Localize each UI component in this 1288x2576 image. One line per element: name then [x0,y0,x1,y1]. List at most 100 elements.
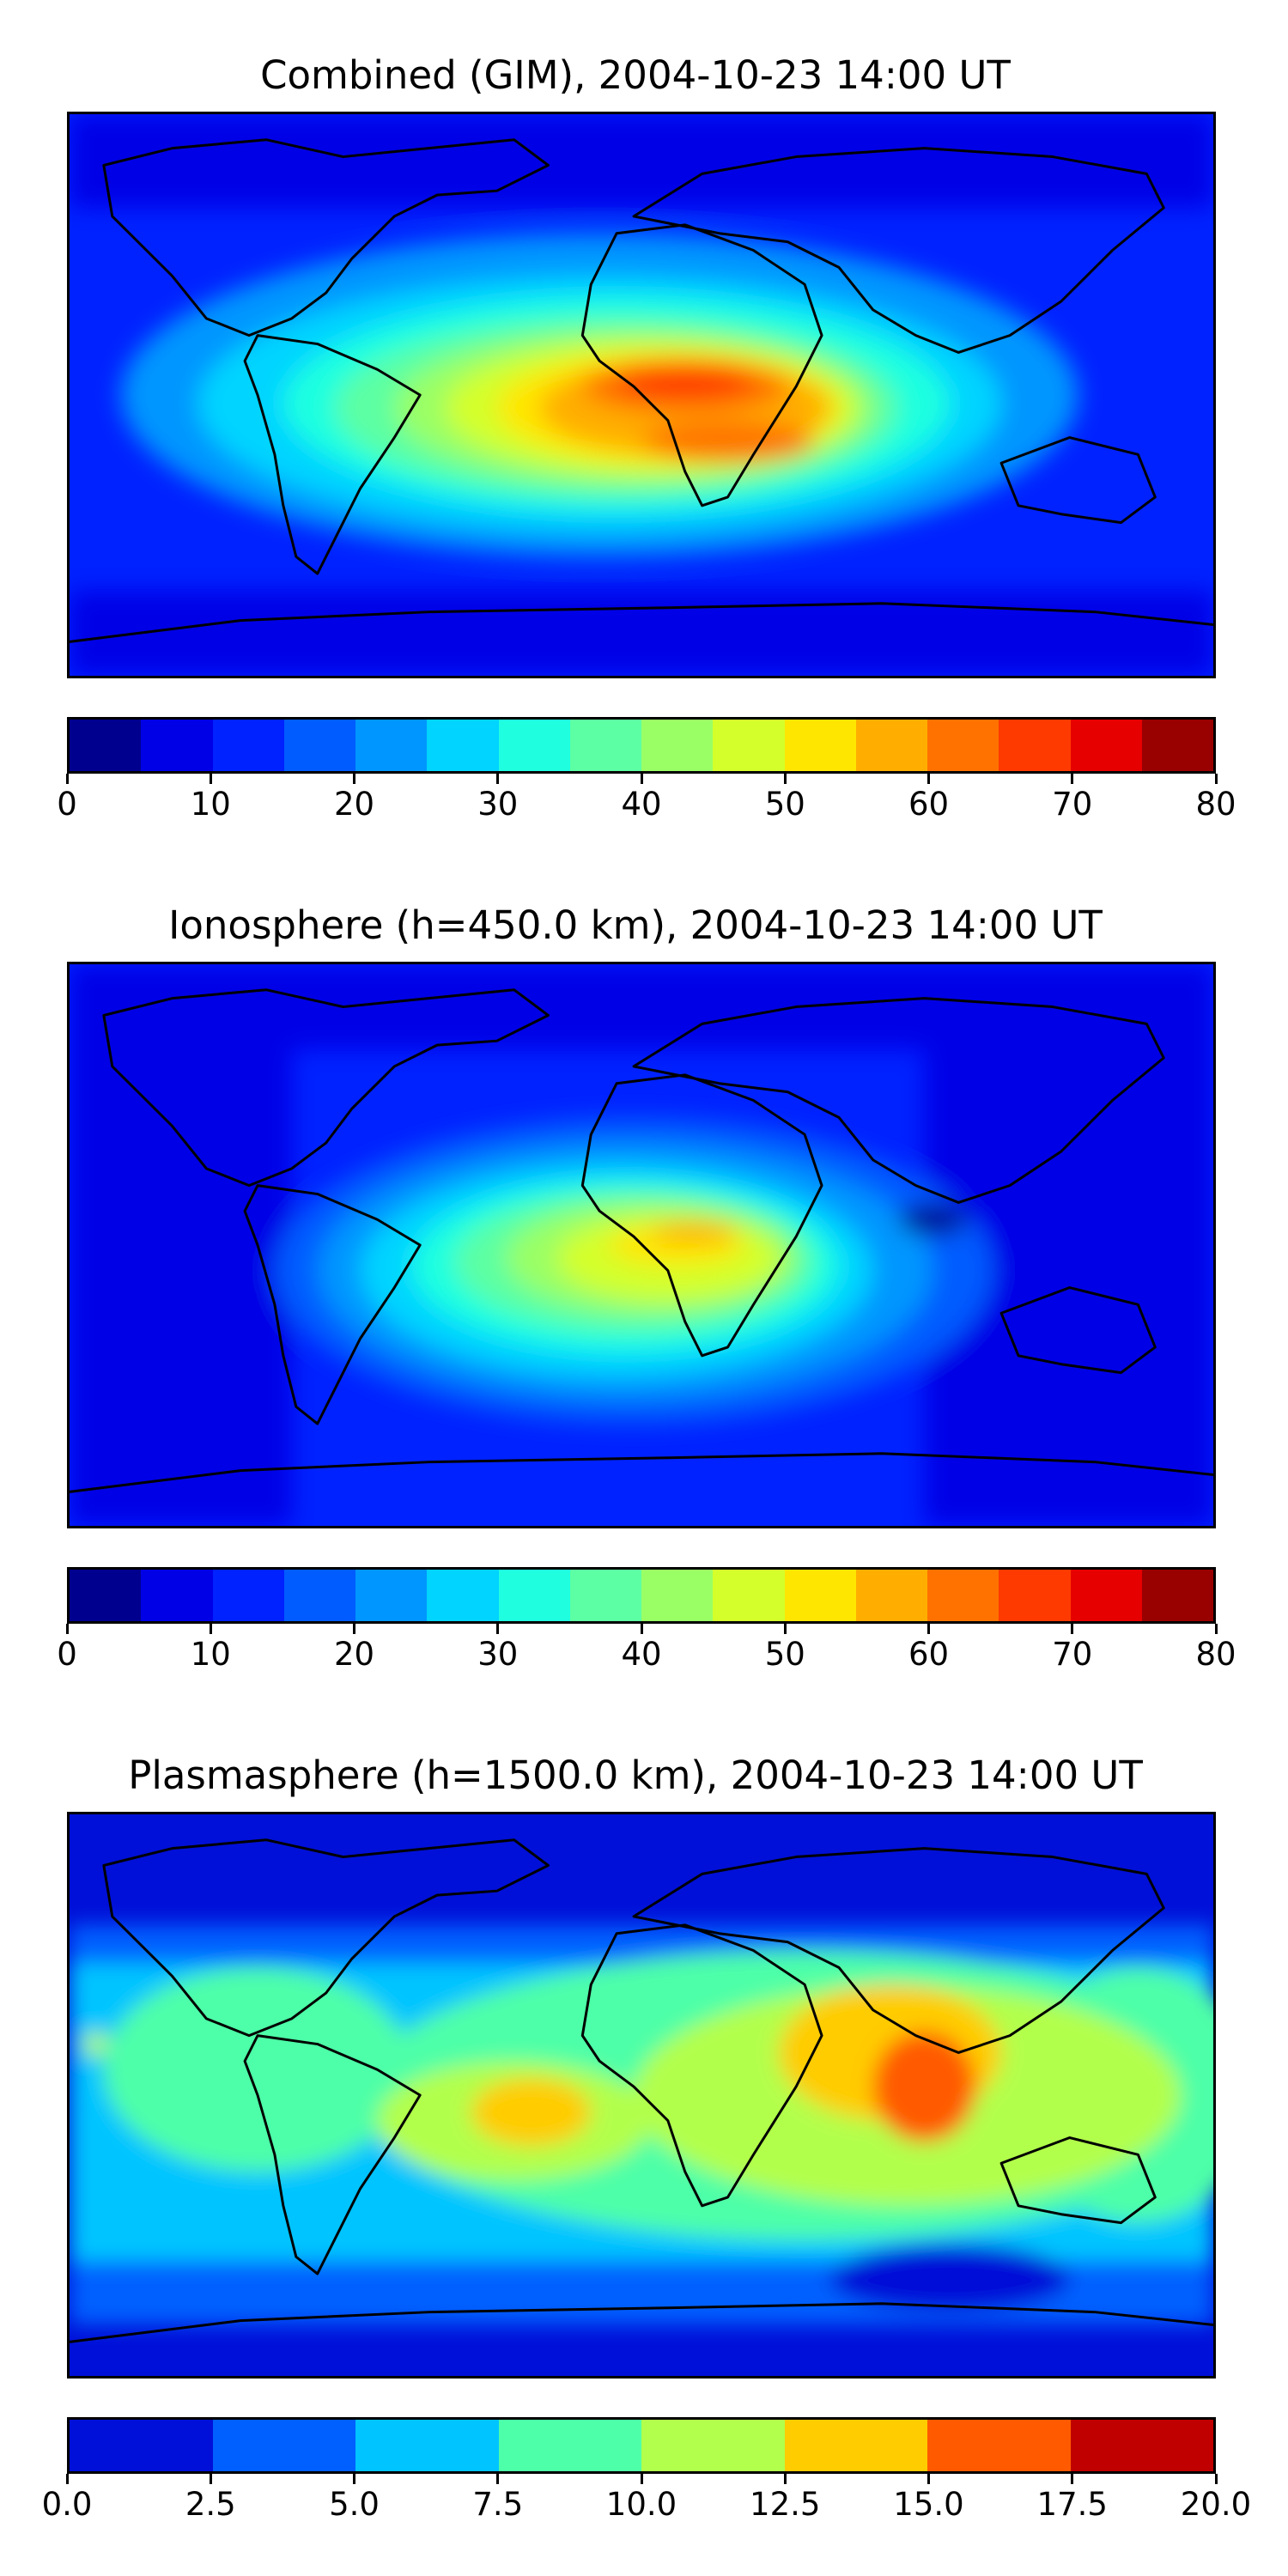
colorbar-segment [1070,2420,1213,2471]
colorbar-segment [283,1570,355,1621]
tick-mark [1071,774,1074,784]
colorbar-segment [212,720,284,771]
colorbar-segment [498,2420,641,2471]
tick-mark [65,774,69,784]
tick-label: 30 [477,786,519,823]
tick-mark [353,2474,355,2484]
tick-mark [1071,1624,1074,1634]
colorbar-segment [569,720,641,771]
colorbar-segment [713,1570,785,1621]
colorbar-segment [427,720,499,771]
colorbar-segment [999,1570,1071,1621]
colorbar-segment [70,2420,213,2471]
tick-label: 20 [333,786,375,823]
colorbar-segment [1070,1570,1142,1621]
tick-label: 5.0 [329,2486,380,2523]
colorbar-segment [212,1570,284,1621]
colorbar-combined [67,717,1216,774]
tick-mark [65,2474,69,2484]
tick-label: 40 [621,786,662,823]
tick-label: 80 [1195,1636,1236,1673]
tick-mark [927,774,930,784]
tick-label: 2.5 [185,2486,236,2523]
colorbar-segment [641,2420,785,2471]
tick-mark [1214,774,1218,784]
colorbar-segment [212,2420,355,2471]
colorbar-ticks-ionosphere: 0 10 20 30 40 50 60 70 80 [57,1624,1236,1675]
tick-label: 40 [621,1636,662,1673]
tick-label: 50 [764,1636,805,1673]
tick-mark [640,774,643,784]
tec-map-plasmasphere [67,1812,1216,2379]
tec-map-ionosphere [67,962,1216,1528]
tick-label: 20 [333,1636,375,1673]
tick-label: 15.0 [893,2486,964,2523]
tick-label: 10 [190,786,231,823]
colorbar-segment [355,720,428,771]
tick-label: 0 [57,786,77,823]
tick-mark [496,774,500,784]
tick-mark [496,1624,500,1634]
colorbar-ticks-plasmasphere: 0.0 2.5 5.0 7.5 10.0 12.5 15.0 17.5 20.0 [42,2474,1251,2525]
tick-mark [209,1624,212,1634]
colorbar-segment [427,1570,499,1621]
tick-mark [640,1624,643,1634]
tick-label: 70 [1052,1636,1093,1673]
panel-title: Plasmasphere (h=1500.0 km), 2004-10-23 1… [128,1753,1143,1798]
tick-label: 50 [764,786,805,823]
colorbar-segment [498,1570,570,1621]
colorbar-segment [784,2420,927,2471]
tick-label: 0 [57,1636,77,1673]
colorbar-segment [70,1570,142,1621]
colorbar-segment [641,1570,714,1621]
colorbar-segment [141,720,213,771]
panel-title: Ionosphere (h=450.0 km), 2004-10-23 14:0… [168,902,1103,948]
tick-mark [783,1624,787,1634]
colorbar-plasmasphere [67,2417,1216,2474]
tick-mark [1214,1624,1218,1634]
tick-mark [783,774,787,784]
tick-mark [353,774,355,784]
colorbar-segment [641,720,714,771]
colorbar-segment [141,1570,213,1621]
tick-mark [65,1624,69,1634]
colorbar-segment [927,720,999,771]
tick-label: 0.0 [41,2486,93,2523]
colorbar-segment [927,1570,999,1621]
colorbar-segment [784,1570,856,1621]
tick-label: 17.5 [1036,2486,1108,2523]
tick-label: 12.5 [750,2486,821,2523]
tick-label: 60 [908,786,950,823]
tick-label: 30 [477,1636,519,1673]
tick-mark [640,2474,643,2484]
tick-mark [496,2474,500,2484]
colorbar-segment [999,720,1071,771]
tick-label: 70 [1052,786,1093,823]
tick-label: 10 [190,1636,231,1673]
tick-mark [927,2474,930,2484]
tick-mark [927,1624,930,1634]
colorbar-segment [70,720,142,771]
colorbar-segment [927,2420,1071,2471]
tick-mark [1071,2474,1074,2484]
tick-mark [783,2474,787,2484]
tick-mark [209,2474,212,2484]
tick-mark [209,774,212,784]
tick-label: 7.5 [472,2486,524,2523]
colorbar-segment [569,1570,641,1621]
colorbar-segment [355,1570,428,1621]
colorbar-segment [1070,720,1142,771]
colorbar-segment [355,2420,499,2471]
colorbar-segment [1141,720,1213,771]
colorbar-segment [713,720,785,771]
colorbar-ticks-combined: 0 10 20 30 40 50 60 70 80 [57,774,1236,825]
tec-map-combined [67,112,1216,678]
tick-mark [1214,2474,1218,2484]
colorbar-segment [784,720,856,771]
colorbar-segment [283,720,355,771]
colorbar-segment [1141,1570,1213,1621]
tick-label: 20.0 [1180,2486,1252,2523]
tick-mark [353,1624,355,1634]
tick-label: 60 [908,1636,950,1673]
panel-title: Combined (GIM), 2004-10-23 14:00 UT [260,52,1011,98]
